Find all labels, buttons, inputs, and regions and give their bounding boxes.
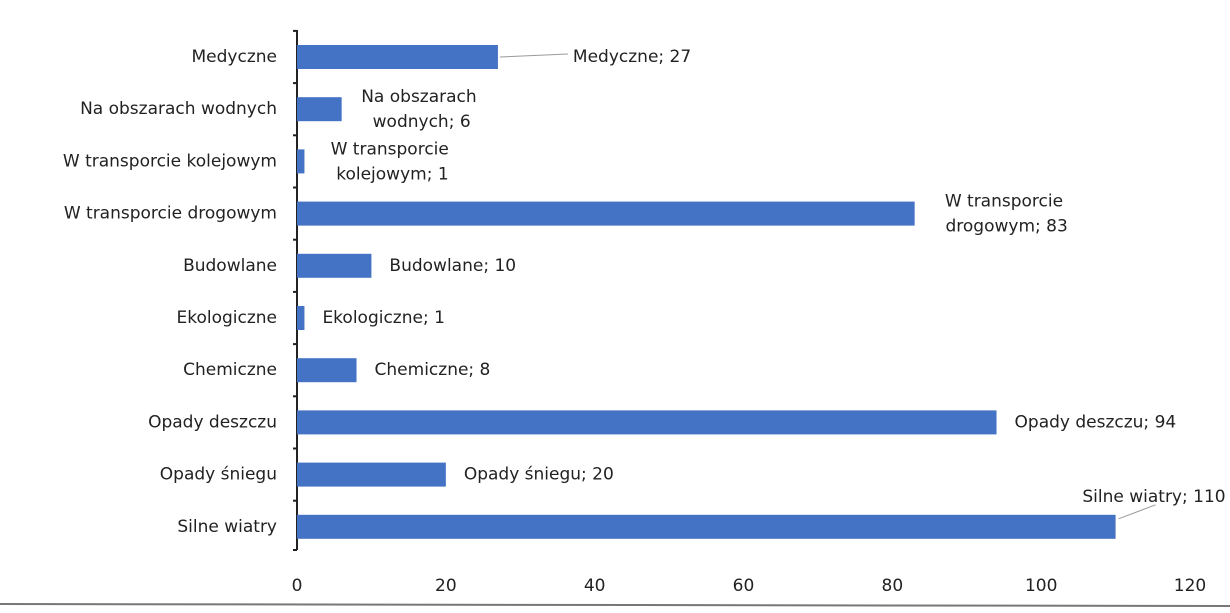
data-label: Na obszarach wodnych; 6 [361, 87, 482, 132]
data-label-line: W transporcie [331, 139, 455, 159]
data-label-line: W transporcie [945, 192, 1069, 212]
bar [297, 149, 305, 174]
bar [297, 358, 357, 383]
bar [297, 306, 305, 330]
data-label: Ekologiczne; 1 [322, 308, 444, 328]
data-label: Silne wiatry; 110 [1082, 487, 1225, 507]
bar [297, 201, 915, 226]
x-tick-label: 80 [882, 576, 904, 596]
data-label-line: wodnych; 6 [373, 112, 471, 132]
data-label: Budowlane; 10 [389, 256, 516, 276]
data-label: Opady deszczu; 94 [1015, 412, 1177, 432]
bar [297, 514, 1116, 539]
data-label-line: drogowym; 83 [946, 217, 1068, 237]
bar [297, 45, 498, 69]
bar [297, 97, 342, 122]
x-tick-label: 60 [733, 576, 755, 596]
y-tick-label: Silne wiatry [177, 517, 277, 537]
data-label: W transporcie kolejowym; 1 [331, 139, 455, 184]
page-edge [0, 603, 1230, 607]
y-tick-label: W transporcie drogowym [64, 204, 277, 224]
y-tick-label: Chemiczne [183, 360, 277, 380]
bar [297, 462, 446, 487]
x-tick-label: 20 [435, 576, 457, 596]
data-label: Medyczne; 27 [573, 47, 691, 67]
x-tick-label: 100 [1025, 576, 1057, 596]
y-tick-label: Opady śniegu [160, 465, 277, 485]
data-label-line: kolejowym; 1 [336, 164, 448, 184]
data-label-line: Na obszarach [361, 87, 482, 107]
bar [297, 253, 372, 278]
data-label: Opady śniegu; 20 [464, 465, 614, 485]
y-tick-label: Na obszarach wodnych [80, 99, 277, 119]
leader-line [499, 53, 568, 58]
x-tick-label: 0 [292, 576, 303, 596]
data-label: Chemiczne; 8 [375, 360, 491, 380]
leader-line [1118, 504, 1156, 520]
x-tick-label: 40 [584, 576, 606, 596]
y-tick-label: W transporcie kolejowym [63, 151, 277, 171]
bar [297, 410, 997, 435]
y-tick-label: Medyczne [192, 47, 277, 67]
y-tick-label: Budowlane [183, 256, 277, 276]
x-tick-label: 120 [1174, 576, 1206, 596]
y-tick-label: Ekologiczne [176, 308, 277, 328]
y-tick-label: Opady deszczu [148, 412, 277, 432]
data-label: W transporcie drogowym; 83 [945, 192, 1069, 237]
